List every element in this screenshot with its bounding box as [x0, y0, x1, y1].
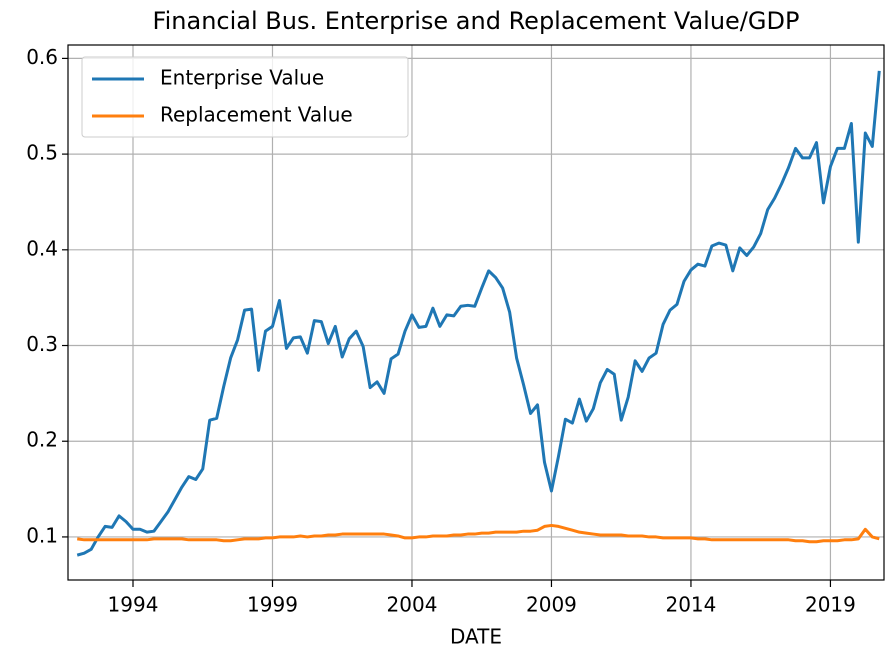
plot-frame	[67, 44, 885, 581]
y-tick-label: 0.3	[26, 332, 58, 356]
chart-title: Financial Bus. Enterprise and Replacemen…	[153, 7, 800, 35]
y-tick-label: 0.5	[26, 141, 58, 165]
y-tick-label: 0.1	[26, 523, 58, 547]
line	[76, 70, 881, 557]
x-tick-label: 2004	[387, 593, 438, 617]
x-tick-label: 2009	[526, 593, 577, 617]
x-axis-label: DATE	[450, 625, 502, 649]
legend-label: Enterprise Value	[160, 66, 324, 90]
y-tick-label: 0.4	[26, 236, 58, 260]
x-tick-label: 1994	[108, 593, 159, 617]
legend-box	[81, 56, 409, 138]
y-tick-label: 0.2	[26, 428, 58, 452]
line	[77, 523, 880, 544]
legend-label: Replacement Value	[160, 103, 353, 127]
x-tick-label: 2014	[665, 593, 716, 617]
x-tick-label: 2019	[805, 593, 856, 617]
y-tick-label: 0.6	[26, 45, 58, 69]
x-tick-label: 1999	[247, 593, 298, 617]
